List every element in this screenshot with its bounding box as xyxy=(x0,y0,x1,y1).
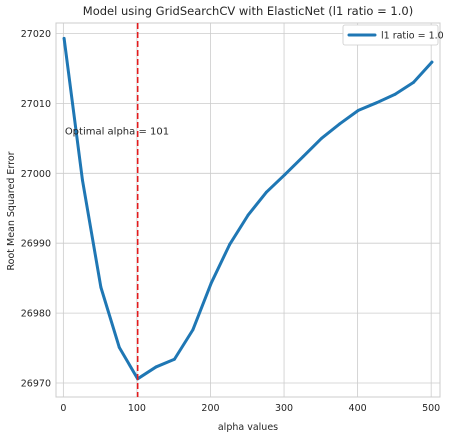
x-axis-label: alpha values xyxy=(218,422,278,433)
y-tick-label: 27000 xyxy=(21,169,51,180)
legend-label: l1 ratio = 1.0 xyxy=(381,31,444,42)
series-layer xyxy=(63,37,434,380)
data-point xyxy=(99,286,102,289)
plot-frame xyxy=(56,23,440,397)
data-point xyxy=(63,37,66,40)
x-tick-label: 400 xyxy=(349,403,367,414)
x-tick-label: 100 xyxy=(128,403,146,414)
x-tick-label: 0 xyxy=(60,403,66,414)
optimal-alpha-annotation: Optimal alpha = 101 xyxy=(65,126,169,137)
data-point xyxy=(173,358,176,361)
data-point xyxy=(412,81,415,84)
data-point xyxy=(247,214,250,217)
x-tick-label: 200 xyxy=(201,403,219,414)
data-point xyxy=(228,243,231,246)
data-point xyxy=(210,282,213,285)
data-point xyxy=(431,61,434,64)
x-tick-label: 300 xyxy=(275,403,293,414)
data-point xyxy=(375,101,378,104)
tick-label-layer: 0 100 200 300 400 500 26970 26980 26990 27000 2701… xyxy=(21,29,440,414)
y-tick-label: 27020 xyxy=(21,29,51,40)
plot-area-border xyxy=(56,23,440,397)
data-point xyxy=(283,173,286,176)
data-point xyxy=(265,191,268,194)
data-point xyxy=(394,93,397,96)
y-tick-label: 26970 xyxy=(21,379,51,390)
y-tick-label: 26990 xyxy=(21,239,51,250)
chart-title: Model using GridSearchCV with ElasticNet… xyxy=(83,4,413,18)
legend: l1 ratio = 1.0 xyxy=(343,25,444,45)
y-tick-label: 26980 xyxy=(21,309,51,320)
data-point xyxy=(357,109,360,112)
data-point xyxy=(191,328,194,331)
grid-layer xyxy=(56,23,440,397)
x-tick-label: 500 xyxy=(422,403,440,414)
data-point xyxy=(81,179,84,182)
y-tick-label: 27010 xyxy=(21,99,51,110)
data-point xyxy=(155,366,158,369)
series-line xyxy=(64,38,432,378)
data-point xyxy=(118,346,121,349)
data-point xyxy=(320,137,323,140)
data-point xyxy=(302,155,305,158)
y-axis-label: Root Mean Squared Error xyxy=(6,151,17,270)
data-point xyxy=(339,122,342,125)
